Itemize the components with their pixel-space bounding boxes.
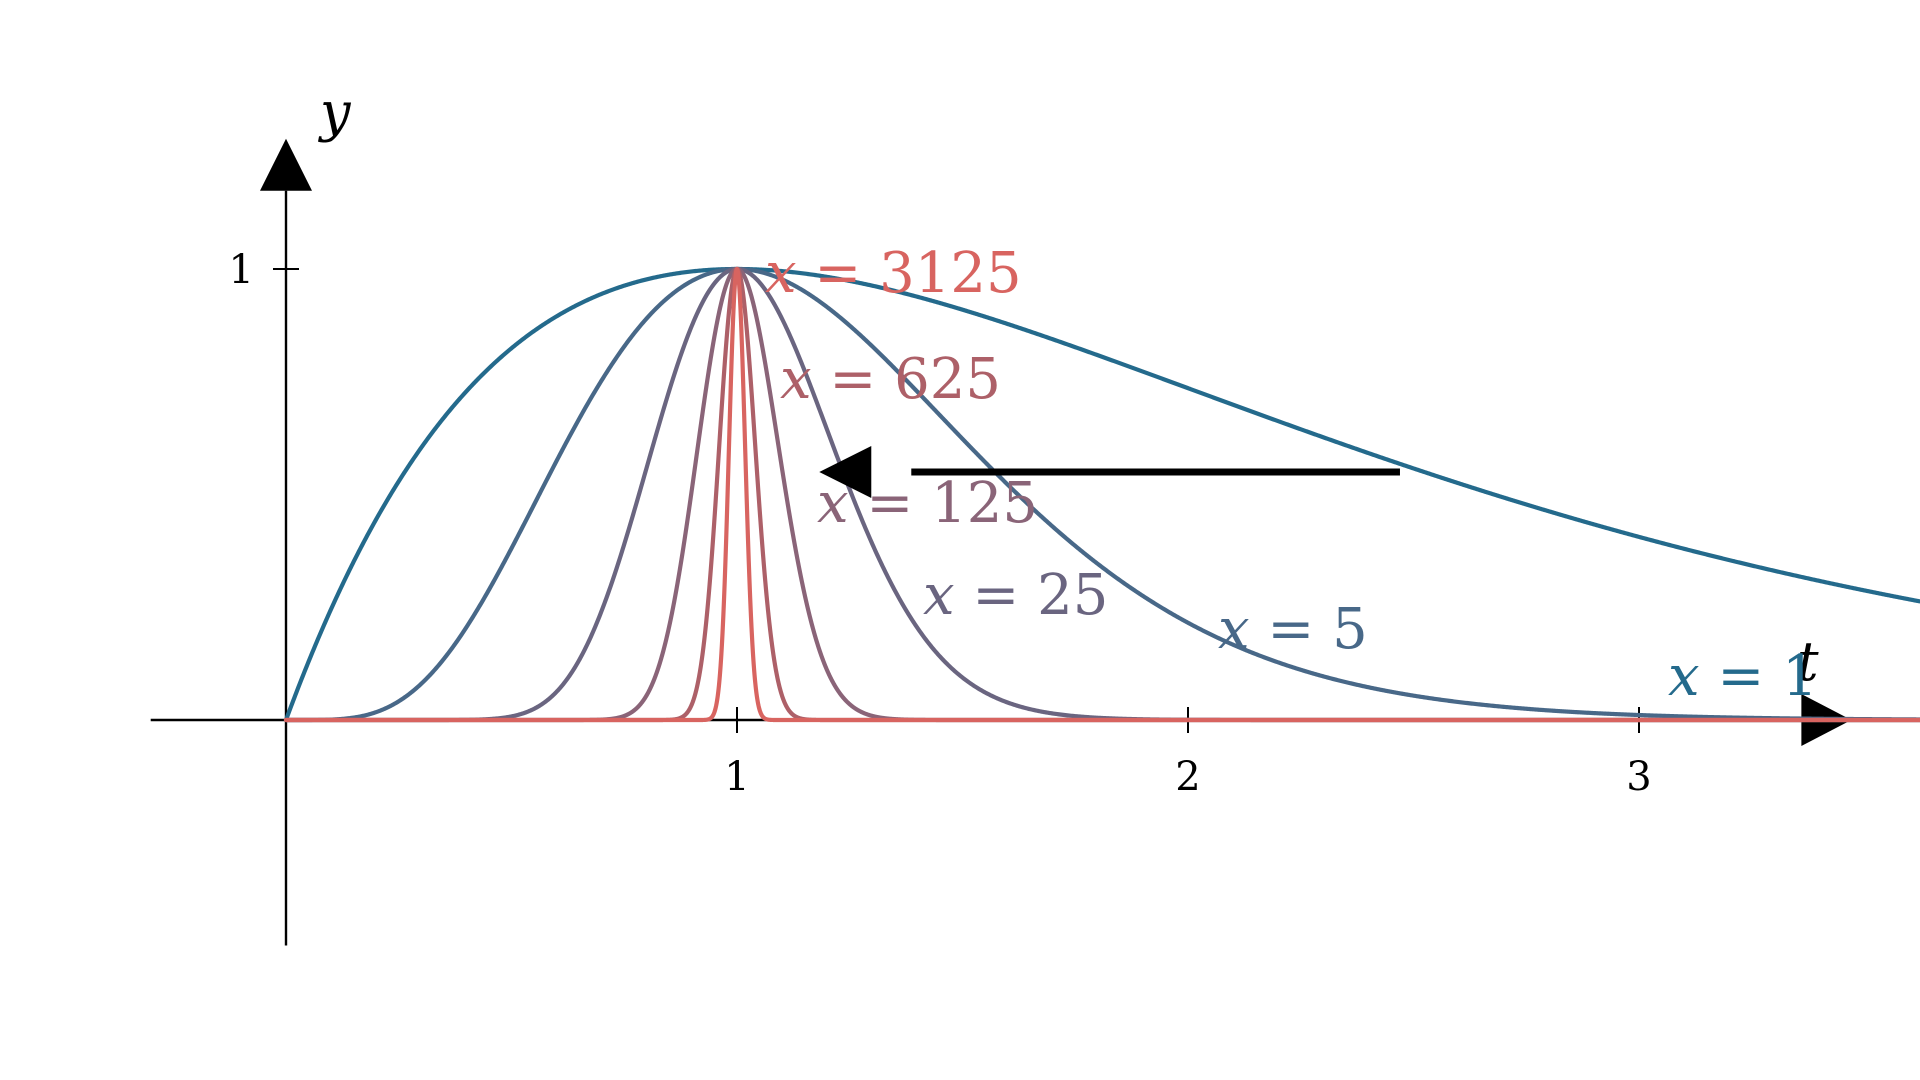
curve-label-value: = 25 — [955, 563, 1109, 628]
x-tick-label: 3 — [1626, 754, 1651, 800]
y-tick-label: 1 — [229, 247, 254, 293]
annotation-arrowhead — [819, 445, 872, 498]
curve-label-x-3125: x = 3125 — [765, 241, 1022, 306]
curve-label-variable: x — [780, 347, 812, 412]
curves — [283, 266, 1920, 723]
curve-label-value: = 625 — [812, 347, 1001, 412]
curve-label-x-125: x = 125 — [817, 471, 1038, 536]
annotation-arrow-group — [819, 445, 1400, 498]
curve-label-x-5: x = 5 — [1218, 597, 1368, 662]
curve-label-x-1: x = 1 — [1668, 644, 1818, 709]
ticks: 1 2 3 1 — [229, 247, 1652, 800]
curve-label-x-625: x = 625 — [780, 347, 1001, 412]
curve-label-value: = 3125 — [797, 241, 1022, 306]
series-line-x-3125 — [283, 266, 1920, 723]
curve-label-variable: x — [1668, 644, 1700, 709]
y-axis-arrowhead — [260, 138, 312, 191]
x-tick-label: 2 — [1175, 754, 1200, 800]
curve-label-x-25: x = 25 — [923, 563, 1108, 628]
y-axis-title: y — [318, 81, 352, 144]
series-line-x-1 — [283, 266, 1920, 723]
curve-label-variable: x — [923, 563, 955, 628]
curve-label-variable: x — [1218, 597, 1250, 662]
curve-label-variable: x — [765, 241, 797, 306]
curve-label-value: = 5 — [1250, 597, 1368, 662]
series-line-x-5 — [283, 266, 1920, 723]
x-axis-title: t — [1797, 630, 1819, 693]
x-tick-label: 1 — [724, 754, 749, 800]
curve-label-value: = 125 — [849, 471, 1038, 536]
curve-label-value: = 1 — [1700, 644, 1818, 709]
